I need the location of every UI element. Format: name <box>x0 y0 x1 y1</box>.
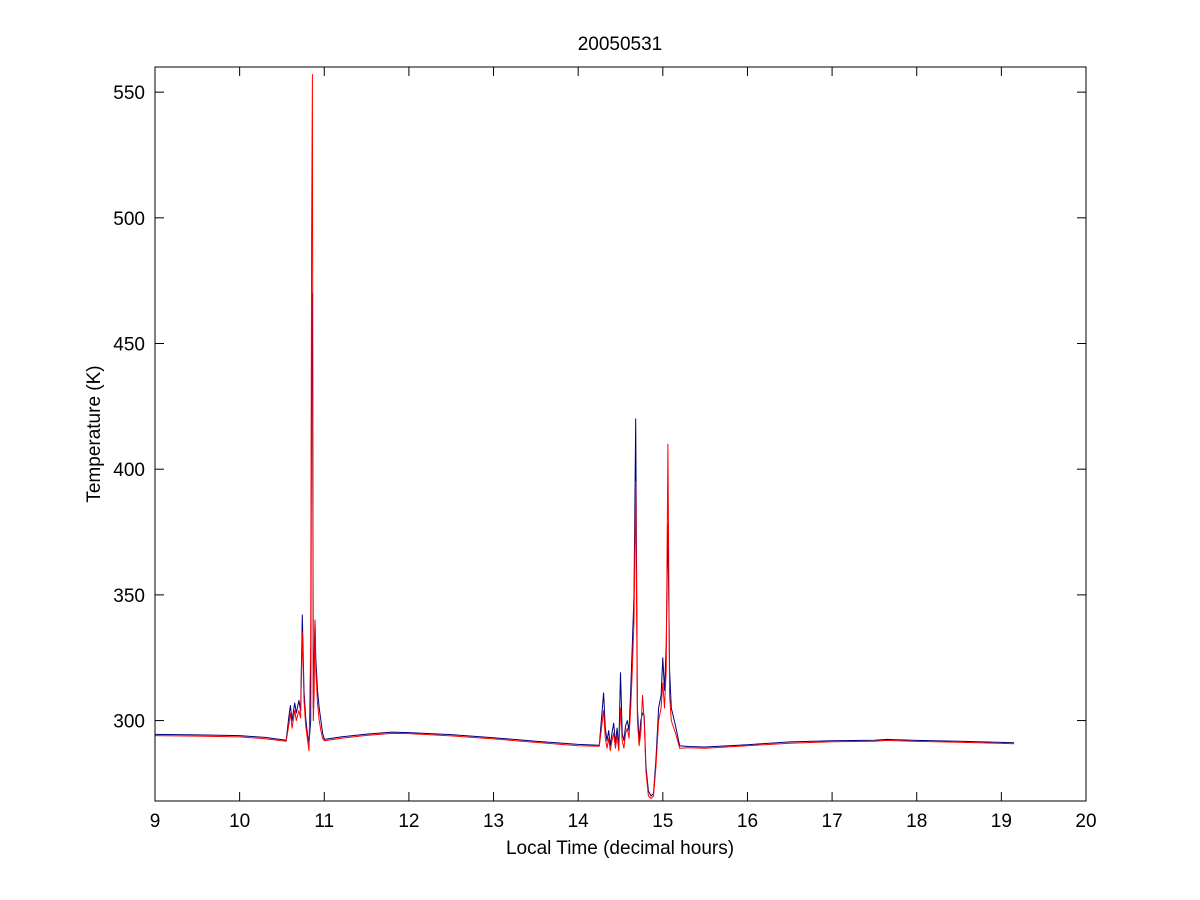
y-tick-label: 450 <box>113 335 145 356</box>
y-tick-label: 350 <box>113 586 145 607</box>
x-tick-label: 9 <box>150 811 161 832</box>
x-tick-label: 13 <box>483 811 504 832</box>
y-axis-label: Temperature (K) <box>84 365 105 502</box>
ticks-layer: 9 10 11 12 13 14 15 16 17 18 19 20 300 350 400 450 500 55… <box>113 67 1097 832</box>
x-axis-label: Local Time (decimal hours) <box>506 838 734 859</box>
x-tick-label: 17 <box>822 811 843 832</box>
x-tick-label: 16 <box>737 811 758 832</box>
x-tick-label: 11 <box>314 811 334 832</box>
series-layer <box>154 74 1015 799</box>
x-tick-label: 12 <box>398 811 419 832</box>
y-tick-label: 300 <box>113 712 145 733</box>
x-tick-label: 20 <box>1075 811 1096 832</box>
series-line-2 <box>154 74 1015 799</box>
x-tick-label: 15 <box>652 811 673 832</box>
plot-frame <box>154 66 1087 802</box>
x-tick-label: 14 <box>568 811 590 832</box>
x-tick-label: 19 <box>991 811 1012 832</box>
x-tick-label: 18 <box>906 811 927 832</box>
y-tick-label: 550 <box>113 83 145 104</box>
y-tick-label: 500 <box>113 209 145 230</box>
x-tick-label: 10 <box>229 811 250 832</box>
y-tick-label: 400 <box>113 460 145 481</box>
chart-title: 20050531 <box>578 34 663 55</box>
